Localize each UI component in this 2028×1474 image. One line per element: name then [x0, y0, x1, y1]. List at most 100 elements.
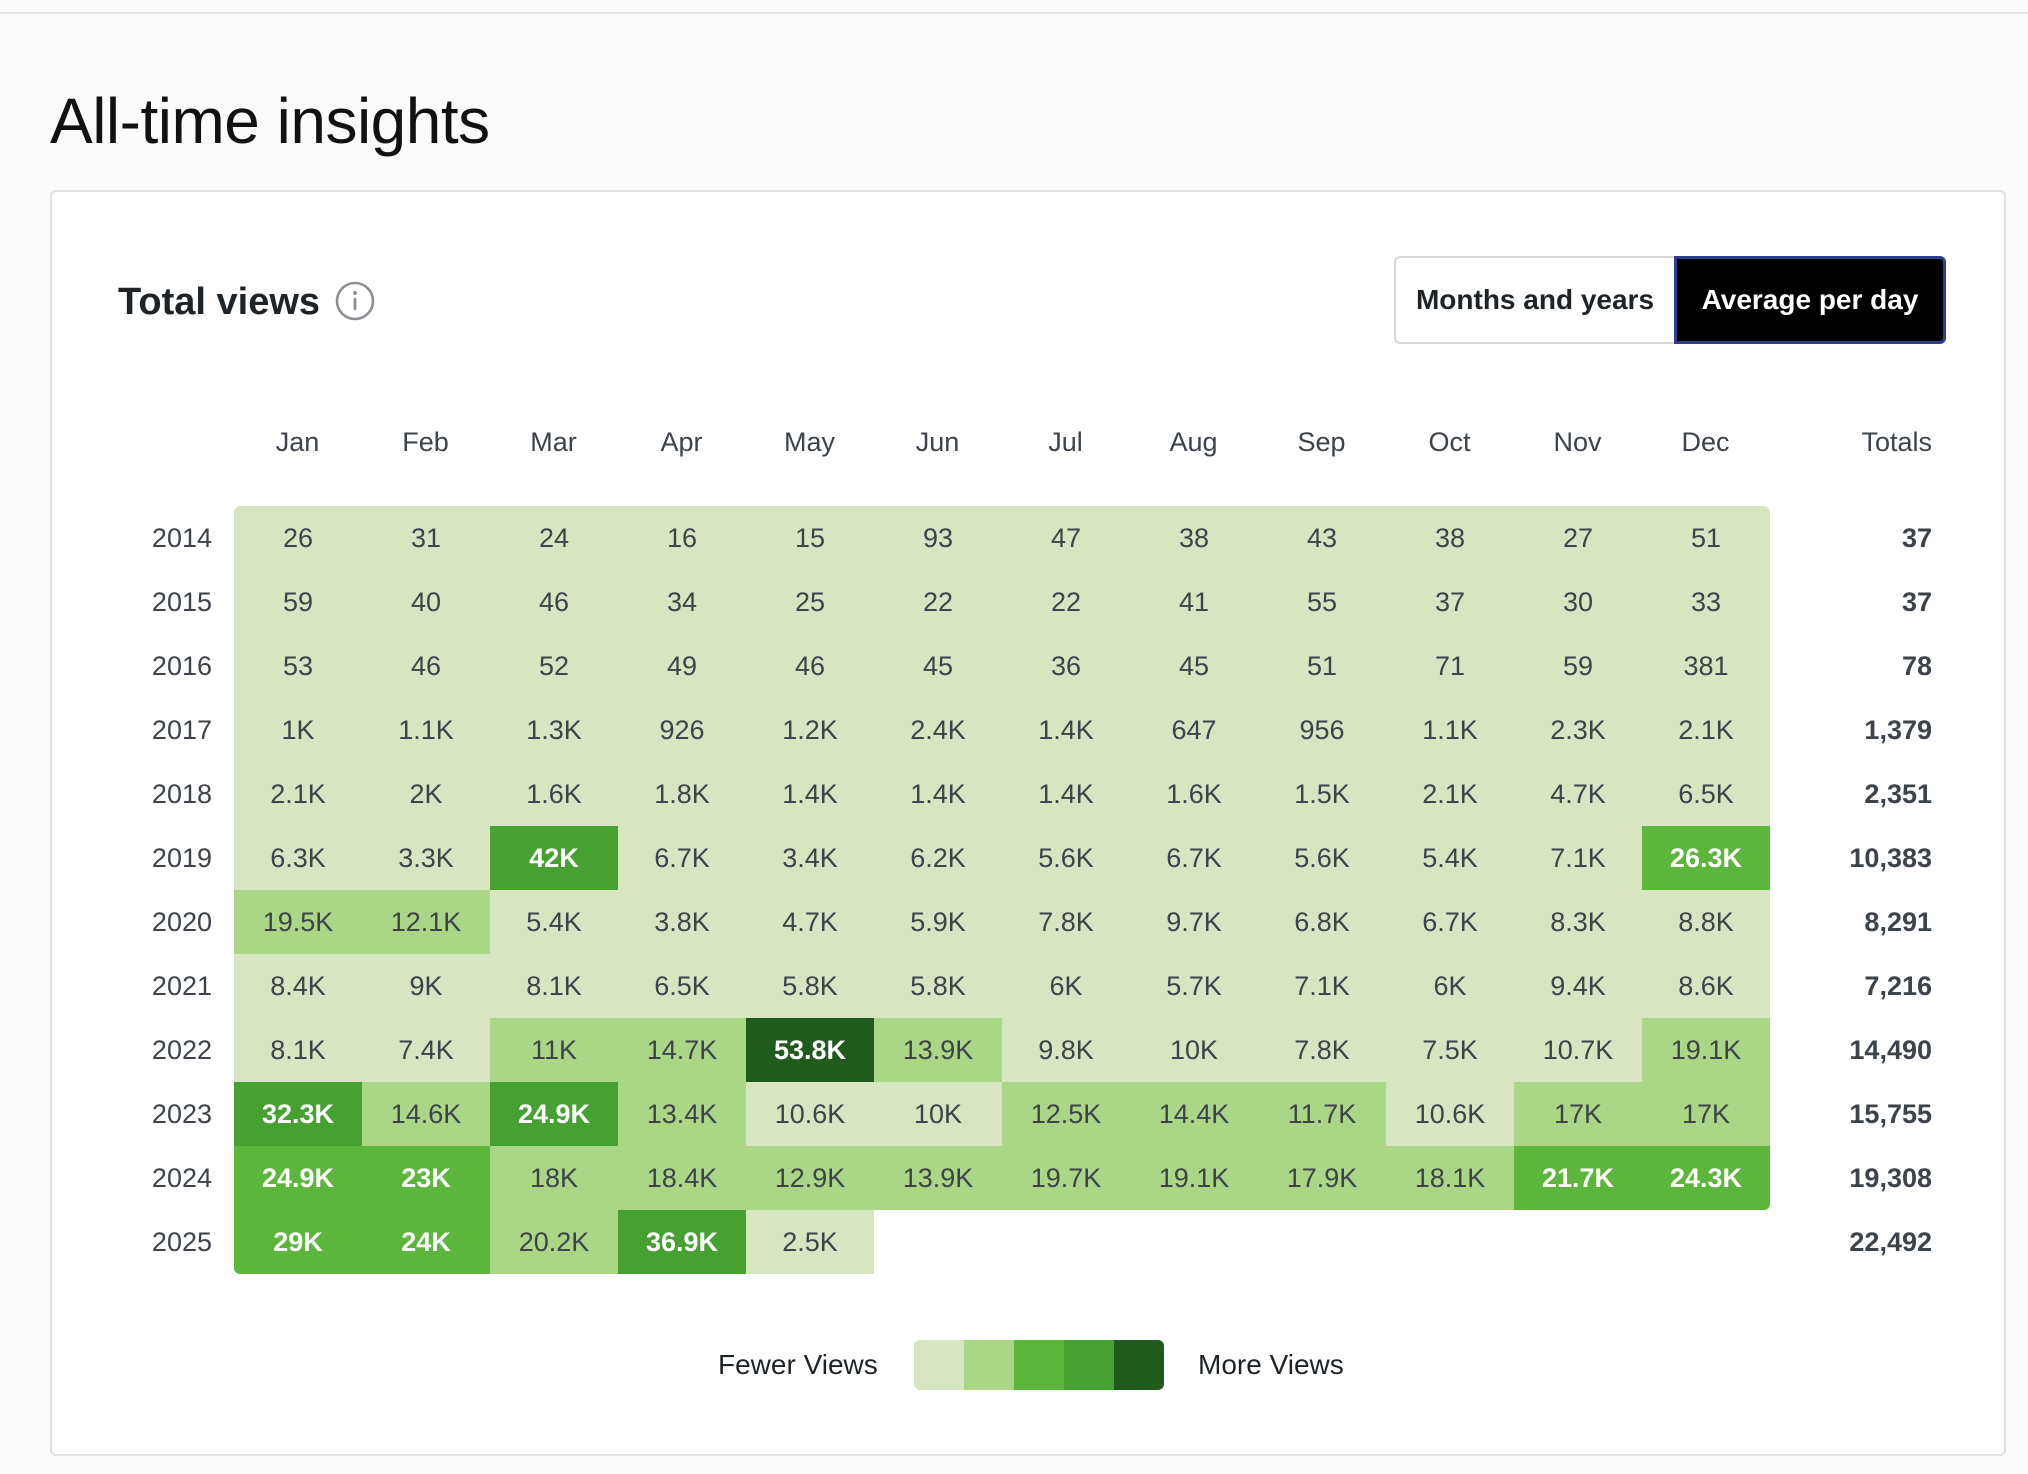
- heatmap-cell[interactable]: 9.8K: [1002, 1018, 1130, 1082]
- heatmap-cell[interactable]: 53.8K: [746, 1018, 874, 1082]
- heatmap-cell[interactable]: 6.8K: [1258, 890, 1386, 954]
- heatmap-cell[interactable]: 956: [1258, 698, 1386, 762]
- heatmap-cell[interactable]: 1.3K: [490, 698, 618, 762]
- heatmap-cell[interactable]: 10.6K: [746, 1082, 874, 1146]
- heatmap-cell[interactable]: 52: [490, 634, 618, 698]
- heatmap-cell[interactable]: 8.1K: [490, 954, 618, 1018]
- heatmap-cell[interactable]: 51: [1642, 506, 1770, 570]
- heatmap-cell[interactable]: 18.1K: [1386, 1146, 1514, 1210]
- heatmap-cell[interactable]: 5.6K: [1002, 826, 1130, 890]
- heatmap-cell[interactable]: 40: [362, 570, 490, 634]
- heatmap-cell[interactable]: 2.1K: [1642, 698, 1770, 762]
- heatmap-cell[interactable]: 6.3K: [234, 826, 362, 890]
- heatmap-cell[interactable]: 10K: [874, 1082, 1002, 1146]
- heatmap-cell[interactable]: 1.4K: [1002, 698, 1130, 762]
- heatmap-cell[interactable]: 53: [234, 634, 362, 698]
- heatmap-cell[interactable]: 1.6K: [490, 762, 618, 826]
- heatmap-cell[interactable]: 5.6K: [1258, 826, 1386, 890]
- heatmap-cell[interactable]: 26.3K: [1642, 826, 1770, 890]
- heatmap-cell[interactable]: 12.1K: [362, 890, 490, 954]
- heatmap-cell[interactable]: 22: [874, 570, 1002, 634]
- heatmap-cell[interactable]: 2.4K: [874, 698, 1002, 762]
- heatmap-cell[interactable]: 2.3K: [1514, 698, 1642, 762]
- heatmap-cell[interactable]: 6.2K: [874, 826, 1002, 890]
- heatmap-cell[interactable]: 24K: [362, 1210, 490, 1274]
- heatmap-cell[interactable]: 9.7K: [1130, 890, 1258, 954]
- heatmap-cell[interactable]: 4.7K: [746, 890, 874, 954]
- heatmap-cell[interactable]: 5.9K: [874, 890, 1002, 954]
- heatmap-cell[interactable]: 12.5K: [1002, 1082, 1130, 1146]
- heatmap-cell[interactable]: 46: [490, 570, 618, 634]
- heatmap-cell[interactable]: 20.2K: [490, 1210, 618, 1274]
- heatmap-cell[interactable]: 10K: [1130, 1018, 1258, 1082]
- heatmap-cell[interactable]: 93: [874, 506, 1002, 570]
- heatmap-cell[interactable]: 25: [746, 570, 874, 634]
- heatmap-cell[interactable]: 381: [1642, 634, 1770, 698]
- heatmap-cell[interactable]: 6.7K: [1130, 826, 1258, 890]
- heatmap-cell[interactable]: 1.8K: [618, 762, 746, 826]
- heatmap-cell[interactable]: 19.1K: [1130, 1146, 1258, 1210]
- heatmap-cell[interactable]: 8.4K: [234, 954, 362, 1018]
- heatmap-cell[interactable]: 11K: [490, 1018, 618, 1082]
- heatmap-cell[interactable]: 45: [874, 634, 1002, 698]
- heatmap-cell[interactable]: 1.2K: [746, 698, 874, 762]
- heatmap-cell[interactable]: 27: [1514, 506, 1642, 570]
- heatmap-cell[interactable]: 26: [234, 506, 362, 570]
- heatmap-cell[interactable]: 7.8K: [1258, 1018, 1386, 1082]
- heatmap-cell[interactable]: 2K: [362, 762, 490, 826]
- heatmap-cell[interactable]: 46: [746, 634, 874, 698]
- heatmap-cell[interactable]: 1.6K: [1130, 762, 1258, 826]
- heatmap-cell[interactable]: 46: [362, 634, 490, 698]
- heatmap-cell[interactable]: 17K: [1514, 1082, 1642, 1146]
- heatmap-cell[interactable]: 45: [1130, 634, 1258, 698]
- heatmap-cell[interactable]: 1.4K: [1002, 762, 1130, 826]
- heatmap-cell[interactable]: 21.7K: [1514, 1146, 1642, 1210]
- heatmap-cell[interactable]: 1.5K: [1258, 762, 1386, 826]
- heatmap-cell[interactable]: 43: [1258, 506, 1386, 570]
- heatmap-cell[interactable]: 18.4K: [618, 1146, 746, 1210]
- heatmap-cell[interactable]: 38: [1130, 506, 1258, 570]
- heatmap-cell[interactable]: 36.9K: [618, 1210, 746, 1274]
- heatmap-cell[interactable]: 31: [362, 506, 490, 570]
- heatmap-cell[interactable]: 19.7K: [1002, 1146, 1130, 1210]
- heatmap-cell[interactable]: 15: [746, 506, 874, 570]
- heatmap-cell[interactable]: 24.3K: [1642, 1146, 1770, 1210]
- heatmap-cell[interactable]: 55: [1258, 570, 1386, 634]
- heatmap-cell[interactable]: 5.8K: [746, 954, 874, 1018]
- heatmap-cell[interactable]: 59: [1514, 634, 1642, 698]
- heatmap-cell[interactable]: 37: [1386, 570, 1514, 634]
- heatmap-cell[interactable]: 8.8K: [1642, 890, 1770, 954]
- heatmap-cell[interactable]: 8.1K: [234, 1018, 362, 1082]
- months-and-years-button[interactable]: Months and years: [1394, 256, 1674, 344]
- heatmap-cell[interactable]: 10.7K: [1514, 1018, 1642, 1082]
- heatmap-cell[interactable]: 6K: [1002, 954, 1130, 1018]
- heatmap-cell[interactable]: 2.1K: [1386, 762, 1514, 826]
- heatmap-cell[interactable]: 47: [1002, 506, 1130, 570]
- heatmap-cell[interactable]: 42K: [490, 826, 618, 890]
- heatmap-cell[interactable]: 8.6K: [1642, 954, 1770, 1018]
- heatmap-cell[interactable]: 51: [1258, 634, 1386, 698]
- heatmap-cell[interactable]: 19.1K: [1642, 1018, 1770, 1082]
- heatmap-cell[interactable]: 3.4K: [746, 826, 874, 890]
- heatmap-cell[interactable]: 16: [618, 506, 746, 570]
- heatmap-cell[interactable]: 12.9K: [746, 1146, 874, 1210]
- heatmap-cell[interactable]: 38: [1386, 506, 1514, 570]
- heatmap-cell[interactable]: 7.4K: [362, 1018, 490, 1082]
- heatmap-cell[interactable]: 34: [618, 570, 746, 634]
- heatmap-cell[interactable]: 1.4K: [874, 762, 1002, 826]
- heatmap-cell[interactable]: 1.1K: [362, 698, 490, 762]
- heatmap-cell[interactable]: 17K: [1642, 1082, 1770, 1146]
- heatmap-cell[interactable]: 1.4K: [746, 762, 874, 826]
- heatmap-cell[interactable]: 11.7K: [1258, 1082, 1386, 1146]
- heatmap-cell[interactable]: 14.4K: [1130, 1082, 1258, 1146]
- heatmap-cell[interactable]: 3.8K: [618, 890, 746, 954]
- heatmap-cell[interactable]: 36: [1002, 634, 1130, 698]
- heatmap-cell[interactable]: 5.8K: [874, 954, 1002, 1018]
- heatmap-cell[interactable]: 7.8K: [1002, 890, 1130, 954]
- heatmap-cell[interactable]: 10.6K: [1386, 1082, 1514, 1146]
- heatmap-cell[interactable]: 8.3K: [1514, 890, 1642, 954]
- heatmap-cell[interactable]: 29K: [234, 1210, 362, 1274]
- heatmap-cell[interactable]: 24.9K: [234, 1146, 362, 1210]
- heatmap-cell[interactable]: 17.9K: [1258, 1146, 1386, 1210]
- heatmap-cell[interactable]: 647: [1130, 698, 1258, 762]
